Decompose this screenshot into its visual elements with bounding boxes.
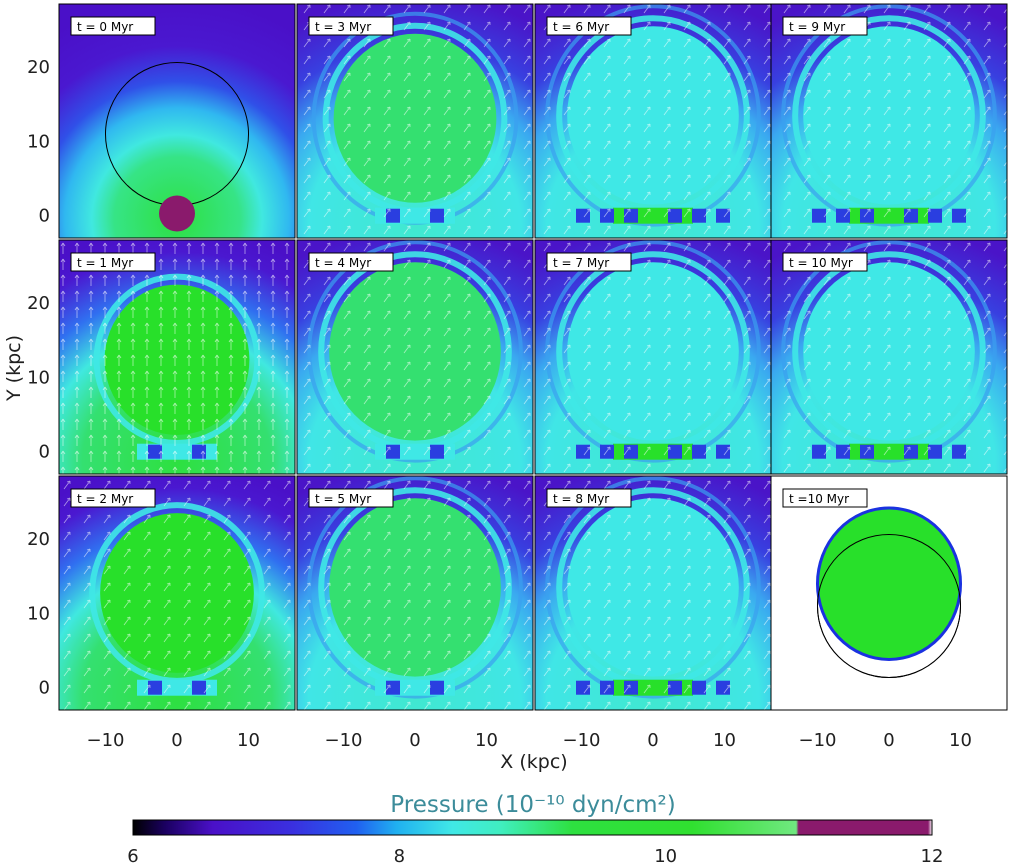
panel-2: t = 3 Myr — [296, 3, 534, 239]
panel-frame — [770, 475, 1008, 711]
panel-frame — [296, 3, 534, 239]
x-axis: −10 0 10 −10 0 10 −10 0 10 −10 0 10 — [86, 730, 971, 751]
y-tick-label: 10 — [27, 131, 50, 152]
x-tick-label: 0 — [409, 730, 420, 751]
velocity-field — [297, 476, 533, 710]
hot-gas-region — [815, 506, 963, 661]
panel-label: t = 6 Myr — [546, 16, 632, 36]
panel-frame — [296, 475, 534, 711]
colorbar-title: Pressure (10⁻¹⁰ dyn/cm²) — [390, 792, 675, 818]
panel-label: t = 8 Myr — [546, 488, 632, 508]
panel-1: t = 0 Myr — [58, 3, 296, 239]
x-tick-label: −10 — [562, 730, 600, 751]
x-tick-label: −10 — [798, 730, 836, 751]
panel-8: t = 10 Myr — [770, 239, 1008, 475]
panel-frame — [770, 3, 1008, 239]
x-tick-label: 0 — [647, 730, 658, 751]
x-tick-label: −10 — [324, 730, 362, 751]
panel-time-label: t = 2 Myr — [77, 492, 133, 506]
x-axis-title: X (kpc) — [500, 751, 567, 773]
y-tick-label: 20 — [27, 293, 50, 314]
x-tick-label: 10 — [949, 730, 972, 751]
panel-10: t = 5 Myr — [296, 475, 534, 711]
panel-time-label: t =10 Myr — [789, 492, 849, 506]
panel-time-label: t = 1 Myr — [77, 256, 133, 270]
velocity-field — [771, 4, 1007, 238]
panel-frame — [58, 3, 296, 239]
panel-frame — [58, 475, 296, 711]
panel-time-label: t = 7 Myr — [553, 256, 609, 270]
panel-label: t = 2 Myr — [70, 488, 156, 508]
colorbar-gradient — [132, 819, 933, 836]
panel-time-label: t = 5 Myr — [315, 492, 371, 506]
colorbar-tick-label: 6 — [127, 846, 138, 867]
velocity-field — [59, 476, 295, 710]
panel-label: t =10 Myr — [782, 488, 868, 508]
panel-5: t = 1 Myr — [58, 239, 296, 475]
central-source — [159, 195, 195, 232]
colorbar-tick-label: 12 — [921, 846, 944, 867]
velocity-field — [59, 240, 295, 474]
panel-3: t = 6 Myr — [534, 3, 772, 239]
panel-label: t = 3 Myr — [308, 16, 394, 36]
x-tick-label: 10 — [475, 730, 498, 751]
panel-12: t =10 Myr — [770, 475, 1008, 711]
y-tick-label: 0 — [39, 206, 50, 227]
panel-label: t = 1 Myr — [70, 252, 156, 272]
panel-time-label: t = 0 Myr — [77, 20, 133, 34]
velocity-field — [297, 4, 533, 238]
x-tick-label: 10 — [713, 730, 736, 751]
panel-label: t = 7 Myr — [546, 252, 632, 272]
y-tick-label: 0 — [39, 678, 50, 699]
y-tick-label: 10 — [27, 367, 50, 388]
x-tick-label: 10 — [237, 730, 260, 751]
panel-7: t = 7 Myr — [534, 239, 772, 475]
initial-bubble-outline — [816, 533, 962, 679]
velocity-field — [297, 240, 533, 474]
panel-time-label: t = 9 Myr — [789, 20, 845, 34]
velocity-field — [535, 240, 771, 474]
x-tick-label: −10 — [86, 730, 124, 751]
y-axis-title: Y (kpc) — [3, 335, 25, 402]
panel-frame — [296, 239, 534, 475]
colorbar-tick-label: 8 — [394, 846, 405, 867]
panel-9: t = 2 Myr — [58, 475, 296, 711]
x-tick-label: 0 — [171, 730, 182, 751]
panel-grid: t = 0 Myr t = 3 Myr t = 6 Myr t = 9 Myr t = … — [58, 3, 1008, 711]
y-tick-label: 20 — [27, 57, 50, 78]
y-tick-label: 0 — [39, 442, 50, 463]
velocity-field — [535, 4, 771, 238]
panel-label: t = 9 Myr — [782, 16, 868, 36]
panel-11: t = 8 Myr — [534, 475, 772, 711]
panel-time-label: t = 8 Myr — [553, 492, 609, 506]
x-tick-label: 0 — [883, 730, 894, 751]
panel-time-label: t = 10 Myr — [789, 256, 853, 270]
panel-6: t = 4 Myr — [296, 239, 534, 475]
panel-time-label: t = 6 Myr — [553, 20, 609, 34]
panel-time-label: t = 4 Myr — [315, 256, 371, 270]
panel-label: t = 4 Myr — [308, 252, 394, 272]
panel-frame — [770, 239, 1008, 475]
y-axis: 0 10 20 0 10 20 0 10 20 — [27, 57, 50, 699]
panel-frame — [58, 239, 296, 475]
panel-4: t = 9 Myr — [770, 3, 1008, 239]
velocity-field — [771, 240, 1007, 474]
panel-label: t = 5 Myr — [308, 488, 394, 508]
colorbar: Pressure (10⁻¹⁰ dyn/cm²) 6 8 10 12 — [127, 792, 943, 867]
panel-label: t = 0 Myr — [70, 16, 156, 36]
y-tick-label: 20 — [27, 529, 50, 550]
panel-time-label: t = 3 Myr — [315, 20, 371, 34]
panel-label: t = 10 Myr — [782, 252, 868, 272]
colorbar-tick-label: 10 — [654, 846, 677, 867]
y-tick-label: 10 — [27, 603, 50, 624]
velocity-field — [535, 476, 771, 710]
